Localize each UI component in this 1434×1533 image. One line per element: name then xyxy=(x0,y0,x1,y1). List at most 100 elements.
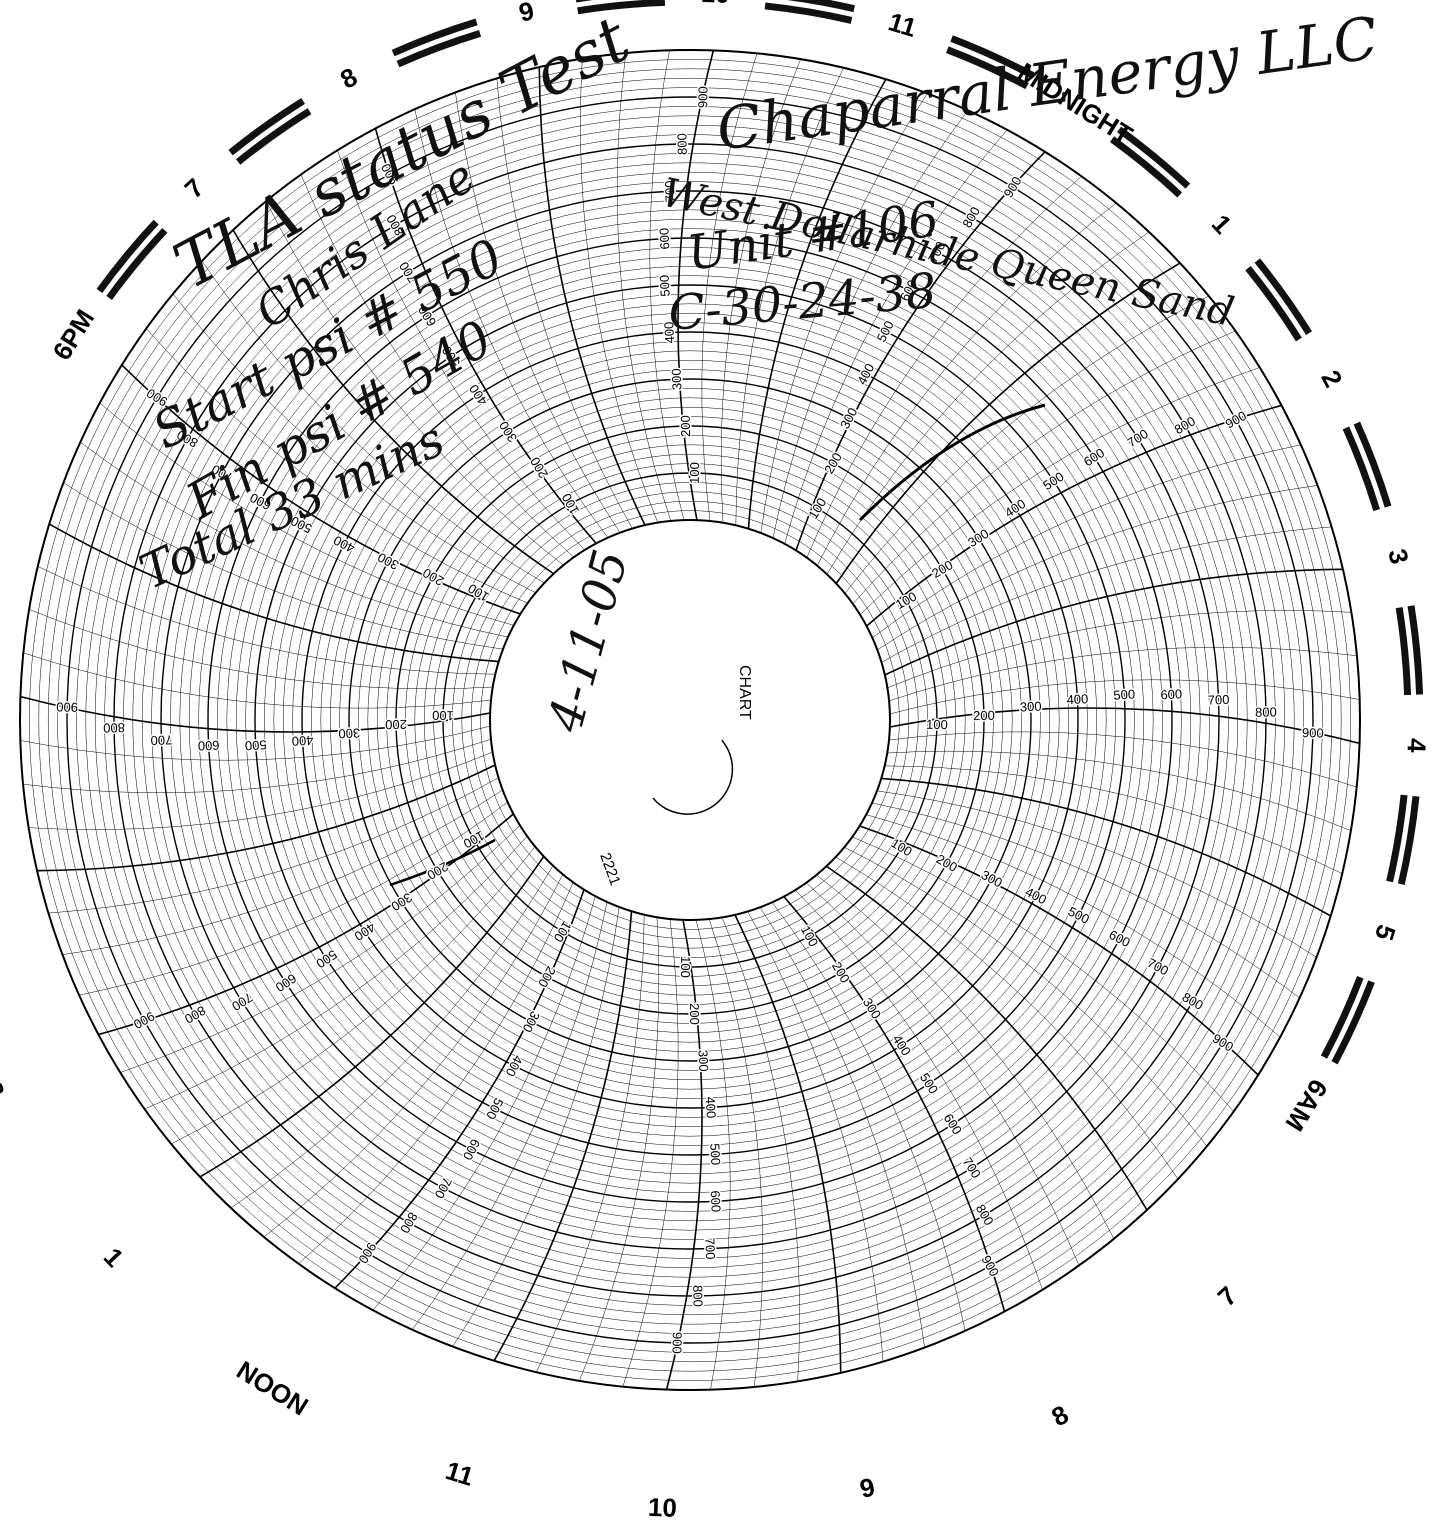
time-line xyxy=(579,917,660,1381)
time-line xyxy=(99,402,514,626)
scale-label: 800 xyxy=(1255,704,1277,719)
pressure-circle xyxy=(414,444,966,996)
time-line xyxy=(649,50,685,521)
scale-label: 500 xyxy=(707,1143,723,1166)
pressure-circle xyxy=(282,312,1098,1128)
hour-ring-bar xyxy=(1320,976,1364,1059)
time-line xyxy=(29,609,493,690)
pressure-circle xyxy=(442,472,938,968)
scale-label: 100 xyxy=(678,956,693,978)
time-line xyxy=(884,568,1343,676)
time-line xyxy=(835,856,1179,1180)
time-line xyxy=(887,750,1351,831)
time-line xyxy=(493,911,633,1362)
time-line xyxy=(888,731,1357,788)
time-line xyxy=(23,738,491,793)
time-line xyxy=(300,174,575,558)
pressure-circle xyxy=(38,68,1342,1372)
pressure-circle xyxy=(264,294,1116,1146)
scale-label: 800 xyxy=(674,133,689,155)
pressure-circle xyxy=(123,153,1257,1287)
scale-label: 300 xyxy=(338,726,360,742)
pen-trace xyxy=(858,403,1046,522)
pressure-circle xyxy=(433,463,947,977)
pressure-circle xyxy=(367,397,1013,1043)
time-line xyxy=(747,78,887,529)
pressure-circle xyxy=(29,59,1351,1381)
time-line xyxy=(701,53,758,522)
time-line xyxy=(877,485,1318,651)
time-line xyxy=(884,765,1343,874)
time-line xyxy=(62,789,503,955)
hour-ring-bar xyxy=(764,2,853,24)
time-line xyxy=(665,919,703,1390)
pressure-circle xyxy=(254,284,1126,1156)
pressure-circle xyxy=(395,425,985,1015)
hour-ring-bar xyxy=(1397,795,1420,886)
time-line xyxy=(783,896,1006,1312)
time-line xyxy=(79,801,508,996)
scale-label: 900 xyxy=(695,86,710,108)
hour-ring-bar xyxy=(1331,980,1375,1065)
pressure-circle xyxy=(292,322,1088,1118)
time-line xyxy=(171,846,536,1145)
time-line xyxy=(23,652,492,709)
hour-ring-bar xyxy=(235,108,312,165)
time-line xyxy=(816,202,1117,566)
scale-label: 200 xyxy=(678,415,693,437)
time-line xyxy=(805,882,1080,1266)
time-line xyxy=(866,404,1282,627)
time-line xyxy=(496,78,633,529)
time-line xyxy=(48,777,499,914)
time-line xyxy=(795,889,1043,1290)
scale-label: 100 xyxy=(926,717,948,732)
hour-ring-bar xyxy=(946,46,1029,90)
scale-label: 800 xyxy=(690,1285,705,1307)
time-line xyxy=(887,610,1352,689)
hour-label: 9 xyxy=(516,0,537,28)
time-line xyxy=(98,813,514,1036)
time-line xyxy=(734,914,842,1373)
time-line xyxy=(695,919,731,1390)
pressure-circle xyxy=(226,256,1154,1184)
time-line xyxy=(771,902,966,1331)
pressure-circle xyxy=(386,416,994,1024)
time-line xyxy=(538,67,646,526)
pressure-circle xyxy=(76,106,1304,1334)
scale-label: 700 xyxy=(662,180,678,202)
time-line xyxy=(172,293,536,594)
hour-ring-bar xyxy=(1395,607,1412,696)
hour-ring-bar xyxy=(1254,258,1313,336)
time-line xyxy=(48,523,499,663)
time-line xyxy=(806,176,1082,558)
hour-ring-bar xyxy=(1245,265,1302,342)
hour-label: 3 xyxy=(1382,546,1414,567)
time-line xyxy=(617,53,672,521)
time-line xyxy=(735,67,844,526)
scale-label: 200 xyxy=(687,1003,702,1025)
time-line xyxy=(889,707,1360,745)
time-line xyxy=(121,364,521,615)
pressure-circle xyxy=(470,500,910,940)
scale-label: 500 xyxy=(657,274,673,297)
pressure-circle xyxy=(151,181,1229,1259)
time-line xyxy=(374,128,597,544)
scale-label: 600 xyxy=(197,738,219,754)
scale-label: 100 xyxy=(432,708,454,723)
time-line xyxy=(232,229,555,575)
pressure-circle xyxy=(376,406,1004,1034)
pressure-circle xyxy=(19,49,1361,1391)
pressure-circle xyxy=(66,96,1314,1344)
pressure-circle xyxy=(358,388,1022,1052)
time-line xyxy=(876,790,1317,958)
time-line xyxy=(201,260,545,584)
pressure-circle xyxy=(160,190,1220,1250)
time-line xyxy=(28,751,493,830)
pressure-circle xyxy=(480,510,900,930)
time-line xyxy=(337,150,585,551)
scale-label: 900 xyxy=(669,1332,684,1354)
time-line xyxy=(844,846,1208,1147)
time-line xyxy=(747,911,884,1362)
scale-label: 400 xyxy=(661,321,677,343)
time-line xyxy=(452,906,620,1347)
